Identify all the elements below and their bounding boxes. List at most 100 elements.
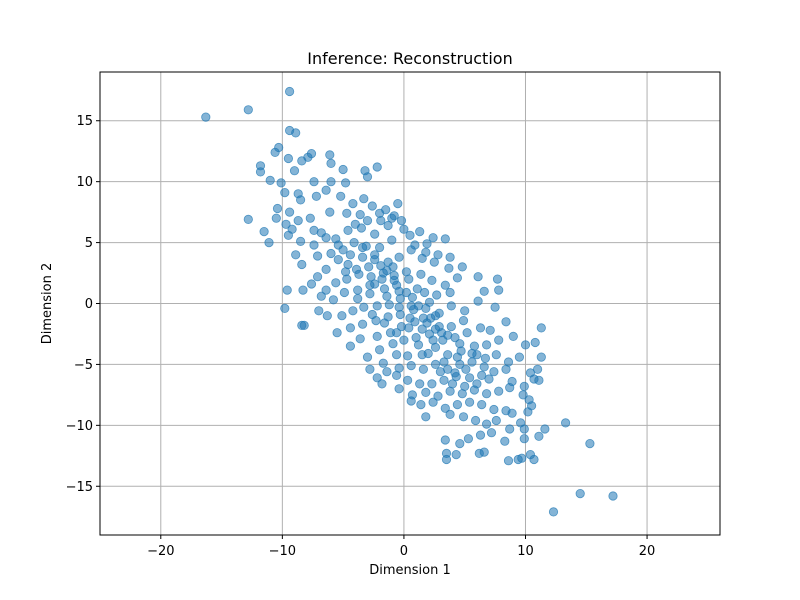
scatter-point [475,323,486,333]
scatter-point [405,313,415,323]
scatter-point [337,311,347,321]
scatter-point [505,382,515,393]
grid-lines [100,72,720,535]
scatter-point [365,364,375,374]
scatter-point [463,434,473,444]
scatter-point [494,386,504,396]
scatter-point [297,259,307,270]
scatter-point [325,150,335,160]
scatter-point [433,250,443,260]
scatter-point [410,240,420,250]
scatter-point [389,275,399,285]
scatter-point [467,348,477,359]
scatter-point [424,297,435,307]
scatter-point [387,235,397,245]
scatter-point [489,367,499,377]
scatter-point [270,147,280,157]
scatter-point [284,86,295,97]
scatter-point [378,358,388,368]
scatter-point [412,284,422,294]
scatter-point [479,286,489,296]
scatter-point [470,415,481,426]
scatter-point [280,303,290,313]
scatter-point [406,301,416,311]
scatter-point [514,352,525,362]
y-tick-label: −5 [74,358,93,373]
scatter-point [314,306,324,316]
scatter-point [460,381,470,391]
scatter-point [519,381,529,391]
scatter-point [336,191,346,201]
scatter-point [608,491,618,501]
axis-ticks: −20 −10 0 10 20 −15 −10 −5 0 5 10 15 [66,114,656,559]
scatter-point [479,362,489,372]
scatter-point [505,424,515,434]
scatter-point [265,175,275,185]
scatter-point [393,199,403,209]
scatter-point [445,252,455,262]
scatter-point [405,230,415,240]
scatter-point [446,301,456,311]
scatter-point [432,290,442,300]
scatter-point [421,387,431,397]
scatter-point [421,247,431,257]
scatter-point [446,321,456,332]
scatter-point [376,261,386,271]
scatter-point [490,302,500,312]
scatter-point [350,219,360,229]
scatter-point [439,357,449,367]
scatter-point [293,216,303,226]
x-tick-label: 0 [400,544,408,559]
scatter-point [532,364,543,374]
scatter-point [396,216,407,226]
scatter-point [394,384,404,394]
scatter-point [477,399,487,410]
scatter-point [243,214,253,224]
scatter-point [201,112,211,122]
scatter-point [388,339,398,349]
scatter-point [467,357,477,367]
scatter-point [479,447,489,457]
scatter-point [364,262,374,272]
scatter-point [348,306,358,316]
scatter-point [480,353,490,363]
scatter-point [430,324,441,334]
scatter-point [475,430,486,440]
scatter-point [560,418,571,428]
scatter-point [421,412,431,422]
scatter-point [464,397,475,407]
scatter-point [295,236,306,246]
x-tick-label: −10 [269,544,296,559]
scatter-point [481,419,492,429]
scatter-point [534,431,544,441]
scatter-point [374,345,385,355]
scatter-point [291,250,301,260]
scatter-point [387,213,397,223]
scatter-point [305,213,315,223]
scatter-point [276,178,286,188]
scatter-point [452,399,462,410]
scatter-point [357,319,368,329]
scatter-point [413,340,424,350]
y-tick-label: −15 [66,480,93,495]
scatter-point [416,399,426,410]
scatter-point [429,257,439,267]
scatter-point [328,295,338,305]
scatter-point [460,306,470,316]
scatter-point [383,220,393,231]
scatter-point [399,224,409,234]
scatter-point [345,250,355,260]
scatter-point [332,328,342,338]
scatter-point [243,105,253,115]
scatter-point [365,280,375,290]
scatter-point [306,149,317,159]
scatter-point [452,352,462,362]
scatter-point [367,201,377,211]
scatter-point [501,317,511,327]
scatter-point [494,285,504,295]
scatter-point [326,177,336,187]
scatter-point [415,379,425,389]
scatter-point [284,207,295,217]
scatter-point [404,323,414,333]
